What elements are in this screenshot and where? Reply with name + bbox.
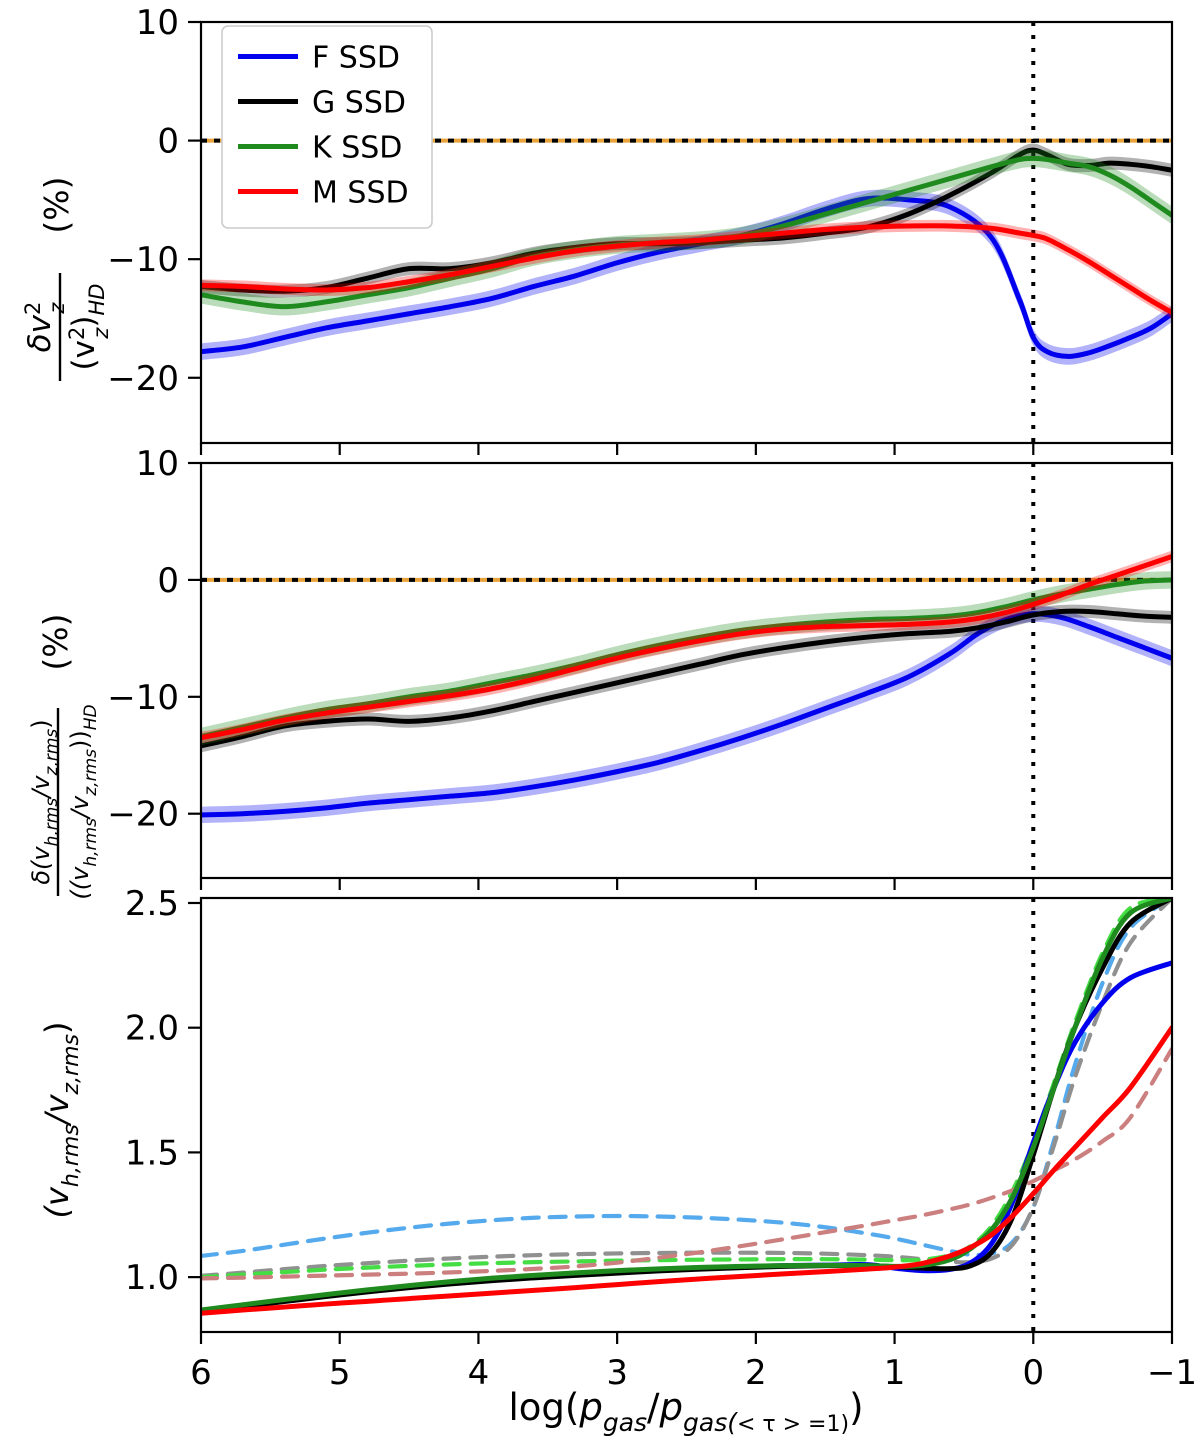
panel-3 <box>188 896 1174 1344</box>
panel1-ylabel: δv2z (v2z)HD (%) <box>21 176 113 381</box>
xtick-label: 5 <box>329 1353 351 1393</box>
xtick-label: 1 <box>884 1353 906 1393</box>
p1-ylabel-denominator: (v2z)HD <box>65 284 113 371</box>
panel3-ylabel: (vh,rms/vz,rms) <box>38 1022 84 1219</box>
xtick-label: 2 <box>745 1353 767 1393</box>
p1-ylabel-numerator: δv2z <box>21 302 69 353</box>
panel-3-data <box>201 898 1172 1332</box>
legend-box <box>221 25 433 229</box>
panels-layer <box>188 20 1174 1344</box>
panel-1-frame <box>199 20 1174 445</box>
ytick-label: 0 <box>157 561 179 601</box>
xaxis-label-text: log(pgas/pgas(< τ > =1)) <box>508 1386 863 1437</box>
legend-label-k-ssd: K SSD <box>312 131 402 166</box>
legend-label-f-ssd: F SSD <box>312 41 400 76</box>
curve-k-ssd <box>201 155 1172 310</box>
curve-m-hd <box>201 1046 1172 1281</box>
ytick-label: 1.0 <box>125 1258 179 1298</box>
legend-label-m-ssd: M SSD <box>312 176 409 211</box>
curve-g-hd <box>201 898 1172 1278</box>
uncertainty-band-g-ssd <box>201 604 1172 753</box>
curve-m-ssd <box>201 223 1172 316</box>
legend: F SSD G SSD K SSD M SSD <box>221 25 433 229</box>
legend-label-g-ssd: G SSD <box>312 86 406 121</box>
curve-g-ssd <box>201 608 1172 749</box>
ytick-label: 10 <box>136 444 179 484</box>
p2-ylabel-denominator: ((vh,rms/vz,rms))HD <box>66 704 101 899</box>
panel-2-frame <box>199 461 1174 880</box>
panel-3-frame <box>199 896 1174 1334</box>
curve-f-ssd <box>201 611 1172 818</box>
uncertainty-band-g-ssd <box>201 143 1172 298</box>
xtick-label: 0 <box>1022 1353 1044 1393</box>
curve-k-ssd <box>201 898 1172 1313</box>
ytick-label: 0 <box>157 122 179 162</box>
panel-2 <box>188 461 1174 890</box>
xtick-label: 3 <box>606 1353 628 1393</box>
curve-m-ssd <box>201 554 1172 741</box>
p1-ylabel-unit: (%) <box>37 176 76 233</box>
uncertainty-band-k-ssd <box>201 571 1172 746</box>
curve-m-ssd <box>201 1025 1172 1316</box>
xaxis-label: log(pgas/pgas(< τ > =1)) <box>508 1386 863 1437</box>
panel-2-data <box>201 463 1172 878</box>
p3-ylabel-text: (vh,rms/vz,rms) <box>38 1022 84 1219</box>
panel2-ylabel: δ(vh,rms/vz,rms) ((vh,rms/vz,rms))HD (%) <box>27 613 101 899</box>
uncertainty-band-f-ssd <box>201 605 1172 824</box>
p2-ylabel-unit: (%) <box>36 613 75 670</box>
ytick-label: 2.0 <box>125 1009 179 1049</box>
ytick-label: −10 <box>107 240 179 280</box>
ytick-label: 1.5 <box>125 1133 179 1173</box>
xtick-label: 4 <box>468 1353 490 1393</box>
ytick-label: −10 <box>107 678 179 718</box>
xtick-label: 6 <box>190 1353 212 1393</box>
ytick-label: −20 <box>107 795 179 835</box>
ytick-label: 10 <box>136 3 179 43</box>
ytick-label: 2.5 <box>125 884 179 924</box>
xtick-label: −1 <box>1147 1353 1197 1393</box>
ytick-label: −20 <box>107 359 179 399</box>
